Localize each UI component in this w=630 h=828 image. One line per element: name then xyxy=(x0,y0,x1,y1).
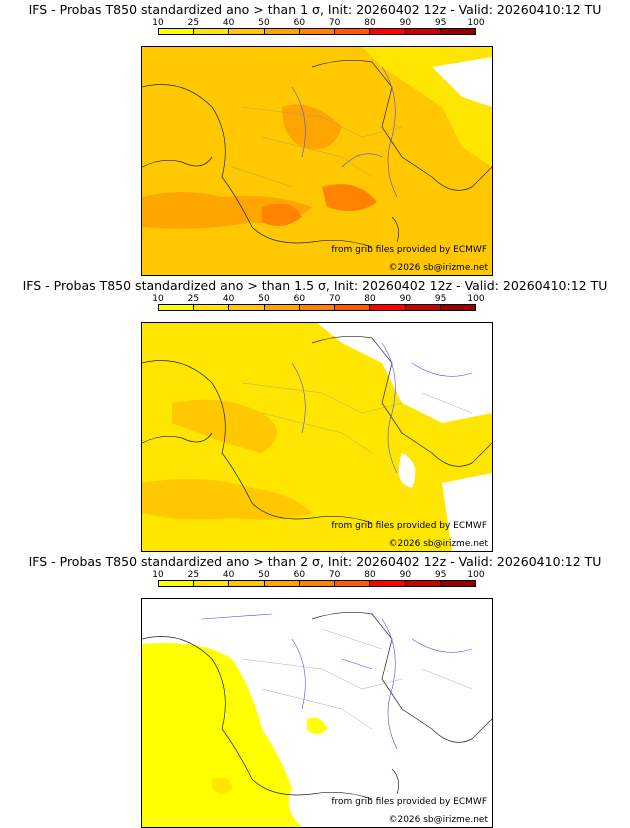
colorbar-label: 25 xyxy=(187,570,200,580)
map-svg xyxy=(142,323,492,551)
colorbar-label: 40 xyxy=(222,570,235,580)
colorbar-label: 40 xyxy=(222,294,235,304)
map-svg xyxy=(142,47,492,275)
colorbar-labels: 10 25 40 50 60 70 80 90 95 100 xyxy=(152,570,484,580)
copyright-credit: ©2026 sb@irizme.net xyxy=(388,263,488,273)
map-panel-1sigma: IFS - Probas T850 standardized ano > tha… xyxy=(0,0,630,276)
colorbar-swatch xyxy=(194,29,230,34)
colorbar-swatch xyxy=(229,581,265,586)
colorbar-label: 25 xyxy=(187,18,200,28)
colorbar-swatch xyxy=(264,305,300,310)
panel-title: IFS - Probas T850 standardized ano > tha… xyxy=(28,2,602,17)
colorbar-label: 25 xyxy=(187,294,200,304)
map-panel-1-5sigma: IFS - Probas T850 standardized ano > tha… xyxy=(0,276,630,552)
colorbar-label: 95 xyxy=(434,294,447,304)
colorbar-label: 10 xyxy=(152,570,164,580)
colorbar-swatch xyxy=(335,305,371,310)
colorbar-swatch xyxy=(194,305,230,310)
colorbar-swatch xyxy=(405,29,441,34)
colorbar-label: 95 xyxy=(434,570,447,580)
colorbar-swatch xyxy=(159,581,195,586)
colorbar-label: 70 xyxy=(328,18,341,28)
colorbar-swatch xyxy=(335,29,371,34)
colorbar-label: 80 xyxy=(364,570,376,580)
colorbar-label: 100 xyxy=(467,18,485,28)
colorbar-label: 60 xyxy=(293,18,306,28)
copyright-credit: ©2026 sb@irizme.net xyxy=(388,539,488,549)
colorbar-swatch xyxy=(159,305,195,310)
colorbar-label: 95 xyxy=(434,18,447,28)
map-panel-2sigma: IFS - Probas T850 standardized ano > tha… xyxy=(0,552,630,828)
colorbar-swatch xyxy=(370,29,406,34)
copyright-credit: ©2026 sb@irizme.net xyxy=(388,815,488,825)
colorbar-swatch xyxy=(440,581,475,586)
panel-title: IFS - Probas T850 standardized ano > tha… xyxy=(22,278,608,293)
map-svg xyxy=(142,599,492,827)
colorbar-label: 40 xyxy=(222,18,235,28)
source-credit: from grib files provided by ECMWF xyxy=(331,797,487,807)
colorbar-swatch xyxy=(299,305,336,310)
colorbar-swatch xyxy=(264,581,300,586)
colorbar-label: 50 xyxy=(258,294,270,304)
colorbar-swatch xyxy=(159,29,195,34)
colorbar-label: 80 xyxy=(364,18,376,28)
colorbar-labels: 10 25 40 50 60 70 80 90 95 100 xyxy=(152,18,484,28)
colorbar-swatch xyxy=(370,305,406,310)
colorbar-label: 80 xyxy=(364,294,376,304)
colorbar-swatch xyxy=(264,29,300,34)
colorbar xyxy=(158,28,476,35)
colorbar-swatch xyxy=(405,581,441,586)
colorbar-label: 60 xyxy=(293,294,306,304)
colorbar-swatch xyxy=(229,29,265,34)
colorbar-swatch xyxy=(299,29,336,34)
colorbar-label: 70 xyxy=(328,570,341,580)
colorbar-label: 60 xyxy=(293,570,306,580)
colorbar-label: 100 xyxy=(467,294,485,304)
colorbar xyxy=(158,304,476,311)
colorbar-swatch xyxy=(405,305,441,310)
probability-map: from grib files provided by ECMWF ©2026 … xyxy=(141,598,493,828)
colorbar-swatch xyxy=(440,305,475,310)
colorbar-label: 70 xyxy=(328,294,341,304)
panel-title: IFS - Probas T850 standardized ano > tha… xyxy=(28,554,602,569)
colorbar-label: 50 xyxy=(258,18,270,28)
colorbar-swatch xyxy=(229,305,265,310)
colorbar-label: 100 xyxy=(467,570,485,580)
probability-map: from grib files provided by ECMWF ©2026 … xyxy=(141,46,493,276)
colorbar-label: 90 xyxy=(399,18,412,28)
colorbar xyxy=(158,580,476,587)
probability-map: from grib files provided by ECMWF ©2026 … xyxy=(141,322,493,552)
source-credit: from grib files provided by ECMWF xyxy=(331,521,487,531)
colorbar-label: 10 xyxy=(152,18,164,28)
colorbar-label: 90 xyxy=(399,294,412,304)
colorbar-swatch xyxy=(440,29,475,34)
colorbar-labels: 10 25 40 50 60 70 80 90 95 100 xyxy=(152,294,484,304)
colorbar-swatch xyxy=(299,581,336,586)
colorbar-label: 50 xyxy=(258,570,270,580)
colorbar-label: 10 xyxy=(152,294,164,304)
source-credit: from grib files provided by ECMWF xyxy=(331,245,487,255)
colorbar-label: 90 xyxy=(399,570,412,580)
colorbar-swatch xyxy=(335,581,371,586)
colorbar-swatch xyxy=(194,581,230,586)
colorbar-swatch xyxy=(370,581,406,586)
